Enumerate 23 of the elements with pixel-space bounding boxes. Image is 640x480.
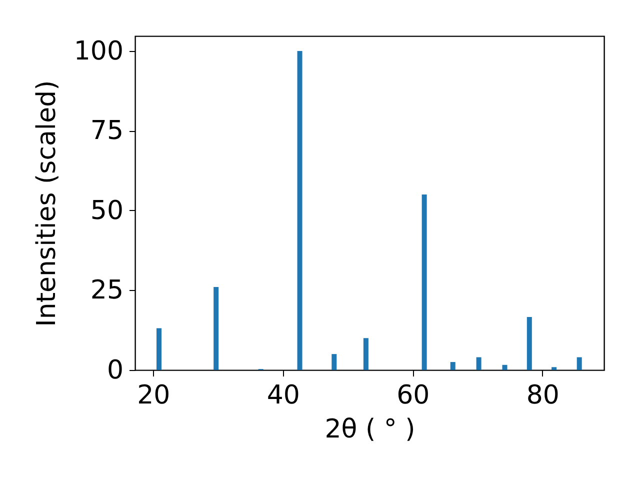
bar — [450, 362, 456, 370]
bar — [297, 50, 302, 370]
y-tick-label: 100 — [74, 36, 124, 66]
bar — [332, 354, 337, 370]
bar — [156, 328, 162, 370]
y-tick-label: 75 — [90, 116, 124, 146]
y-tick-label: 0 — [106, 356, 124, 386]
bar — [422, 194, 427, 370]
bar — [552, 367, 557, 370]
x-tick-label: 40 — [266, 380, 300, 410]
bar — [363, 338, 368, 370]
y-tick-label: 50 — [90, 196, 124, 226]
x-tick-label: 80 — [526, 380, 560, 410]
x-tick-label: 20 — [137, 380, 170, 410]
bar — [502, 364, 508, 370]
y-axis-title: Intensities (scaled) — [32, 80, 62, 327]
bar — [476, 357, 482, 370]
x-tick-label: 60 — [396, 380, 430, 410]
x-axis-title: 2θ ( ° ) — [324, 414, 416, 444]
bar — [576, 357, 582, 370]
bar — [214, 287, 219, 370]
y-tick-label: 25 — [90, 276, 124, 306]
bar — [526, 317, 532, 370]
